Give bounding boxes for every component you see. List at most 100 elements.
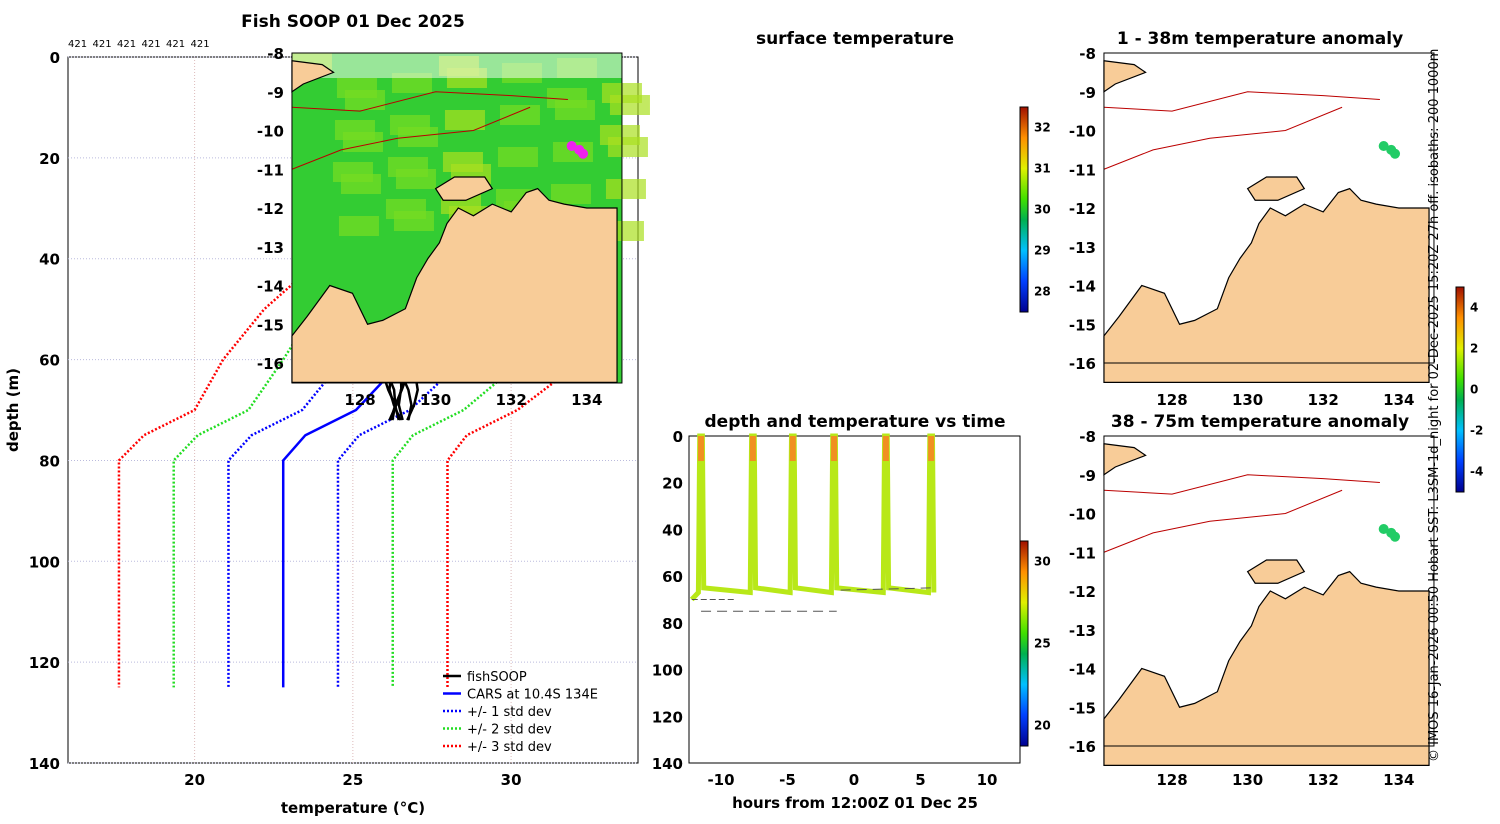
profile-count-label: 421 bbox=[68, 39, 87, 50]
fishsoop-location-marker bbox=[1390, 531, 1401, 542]
profile-count-label: 421 bbox=[117, 39, 136, 50]
y-tick-label: 140 bbox=[29, 755, 60, 773]
y-tick-label: 0 bbox=[50, 49, 60, 67]
an1-title: 1 - 38m temperature anomaly bbox=[1117, 29, 1403, 49]
dt-x-tick-label: 5 bbox=[915, 771, 925, 789]
dt-x-tick-label: 10 bbox=[977, 771, 998, 789]
sst-colorbar-tick: 29 bbox=[1034, 244, 1051, 258]
anomaly-colorbar-tick: -2 bbox=[1470, 424, 1483, 438]
sst-colorbar-tick: 28 bbox=[1034, 285, 1051, 299]
lat-tick-label: -10 bbox=[1069, 506, 1096, 524]
lat-tick-label: -8 bbox=[1079, 428, 1096, 446]
lat-tick-label: -9 bbox=[267, 84, 284, 102]
lon-tick-label: 130 bbox=[420, 391, 451, 409]
sst-patch bbox=[442, 152, 483, 172]
profile-count-label: 421 bbox=[191, 39, 210, 50]
sst-patch bbox=[444, 110, 485, 130]
lon-tick-label: 134 bbox=[1383, 391, 1414, 409]
y-tick-label: 120 bbox=[29, 654, 60, 672]
sst-patch bbox=[546, 88, 587, 108]
land bbox=[291, 187, 618, 383]
isobath-1000m bbox=[1103, 474, 1380, 495]
surface-temp-marker bbox=[831, 436, 838, 461]
isobath-200m bbox=[1103, 489, 1343, 553]
sst-patch bbox=[332, 162, 373, 182]
lon-tick-label: 128 bbox=[1156, 771, 1187, 789]
legend-label: +/- 1 std dev bbox=[467, 705, 552, 720]
fishsoop-location-marker bbox=[566, 141, 577, 151]
land bbox=[1103, 570, 1430, 766]
lat-tick-label: -10 bbox=[1069, 123, 1096, 141]
lat-tick-label: -10 bbox=[257, 123, 284, 141]
map-axes bbox=[1103, 435, 1435, 747]
fishsoop-location-marker bbox=[578, 148, 589, 159]
anomaly-colorbar-tick: 2 bbox=[1470, 342, 1478, 356]
anomaly-colorbar bbox=[1455, 286, 1465, 493]
lon-tick-label: 132 bbox=[1308, 391, 1339, 409]
lat-tick-label: -14 bbox=[257, 278, 284, 296]
lat-tick-label: -13 bbox=[257, 239, 284, 257]
lat-tick-label: -12 bbox=[1069, 583, 1096, 601]
lat-tick-label: -13 bbox=[1069, 239, 1096, 257]
lat-tick-label: -16 bbox=[257, 355, 284, 373]
dt-y-tick-label: 20 bbox=[662, 475, 683, 493]
dt-y-tick-label: 100 bbox=[652, 662, 683, 680]
anomaly2-panel: 38 - 75m temperature anomaly 128 130 132 13… bbox=[1069, 412, 1435, 789]
x-tick-label: 20 bbox=[184, 771, 205, 789]
dt-colorbar bbox=[1019, 540, 1029, 747]
lon-tick-label: 130 bbox=[1232, 771, 1263, 789]
dt-y-tick-label: 0 bbox=[673, 428, 683, 446]
surface-temp-marker bbox=[928, 436, 935, 461]
isobath-1000m bbox=[291, 91, 568, 112]
sst-patch bbox=[599, 125, 640, 145]
sst-patch bbox=[385, 199, 426, 219]
lat-tick-label: -15 bbox=[1069, 316, 1096, 334]
profile-count-label: 421 bbox=[93, 39, 112, 50]
lat-tick-label: -9 bbox=[1079, 84, 1096, 102]
dt-y-tick-label: 80 bbox=[662, 615, 683, 633]
y-tick-label: 100 bbox=[29, 553, 60, 571]
profile-title: Fish SOOP 01 Dec 2025 bbox=[241, 12, 465, 32]
y-tick-label: 40 bbox=[39, 251, 60, 269]
y-tick-label: 80 bbox=[39, 452, 60, 470]
an2-title: 38 - 75m temperature anomaly bbox=[1111, 412, 1409, 432]
dt-x-tick-label: -5 bbox=[779, 771, 796, 789]
anomaly-colorbar-tick: -4 bbox=[1470, 465, 1483, 479]
sst-colorbar-tick: 30 bbox=[1034, 203, 1051, 217]
sst-colorbar-tick: 31 bbox=[1034, 162, 1051, 176]
lat-tick-label: -14 bbox=[1069, 661, 1096, 679]
lon-tick-label: 130 bbox=[1232, 391, 1263, 409]
sst-colorbar bbox=[1019, 106, 1029, 313]
depth-time-panel: depth and temperature vs time -10 -5 0 5 100… bbox=[652, 412, 1051, 812]
dt-y-tick-label: 60 bbox=[662, 568, 683, 586]
lon-tick-label: 134 bbox=[571, 391, 602, 409]
isobath-200m bbox=[1103, 106, 1343, 170]
lon-tick-label: 128 bbox=[344, 391, 375, 409]
land bbox=[1246, 176, 1306, 201]
dt-x-tick-label: -10 bbox=[707, 771, 734, 789]
legend-label: CARS at 10.4S 134E bbox=[467, 688, 598, 703]
lat-tick-label: -8 bbox=[267, 45, 284, 63]
lat-tick-label: -13 bbox=[1069, 622, 1096, 640]
lat-tick-label: -16 bbox=[1069, 355, 1096, 373]
sst-patch bbox=[387, 157, 428, 177]
lat-tick-label: -12 bbox=[1069, 200, 1096, 218]
dt-xlabel: hours from 12:00Z 01 Dec 25 bbox=[732, 794, 978, 812]
dt-y-tick-label: 120 bbox=[652, 708, 683, 726]
land bbox=[1246, 559, 1306, 584]
depth-time-track bbox=[689, 433, 937, 602]
sst-patch bbox=[550, 184, 591, 204]
lat-tick-label: -11 bbox=[1069, 161, 1096, 179]
lon-tick-label: 128 bbox=[1156, 391, 1187, 409]
lon-tick-label: 132 bbox=[1308, 771, 1339, 789]
map-axes bbox=[291, 52, 623, 384]
surface-temp-marker bbox=[698, 436, 705, 461]
sst-colorbar-tick: 32 bbox=[1034, 121, 1051, 135]
anomaly1-panel: 1 - 38m temperature anomaly 128 130 132 134… bbox=[1069, 29, 1435, 409]
credit-text: © IMOS 16-Jan-2026 00:50 Hobart SST: L3S… bbox=[1427, 49, 1442, 762]
y-tick-label: 20 bbox=[39, 150, 60, 168]
lat-tick-label: -11 bbox=[257, 161, 284, 179]
sst-patch bbox=[605, 179, 646, 199]
dt-x-tick-label: 0 bbox=[849, 771, 859, 789]
